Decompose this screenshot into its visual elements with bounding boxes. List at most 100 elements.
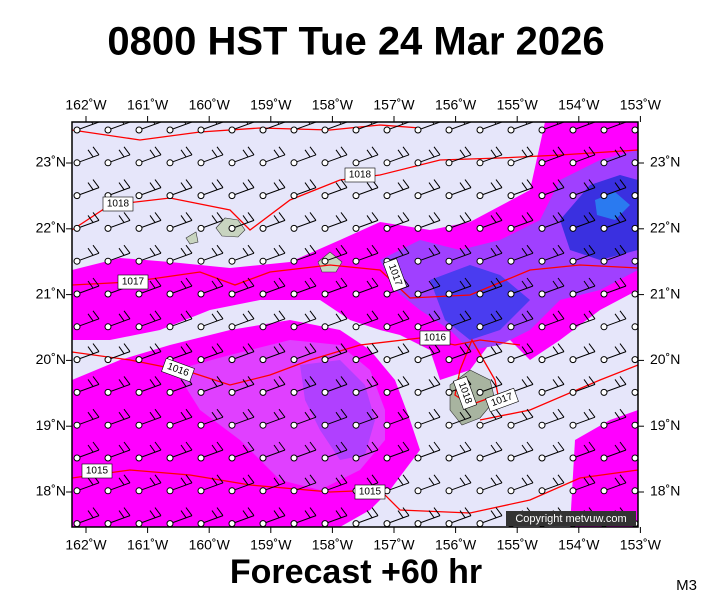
wind-barb	[476, 376, 503, 396]
barb-staff	[324, 408, 348, 426]
wind-barb	[166, 179, 193, 200]
wind-barb	[414, 277, 441, 298]
barb-station	[507, 290, 515, 298]
barb-station	[445, 520, 453, 527]
wind-barb	[104, 244, 131, 265]
isobar-label: 1017	[485, 387, 519, 413]
wind-barb	[166, 507, 193, 527]
barb-staff	[510, 277, 534, 295]
wind-barb	[321, 212, 348, 232]
isobar-label-text: 1018	[349, 170, 372, 181]
wind-barb	[445, 343, 472, 364]
wind-barb	[104, 310, 131, 331]
barb-station	[538, 487, 546, 495]
lon-label: 156˚W	[435, 537, 477, 553]
lat-label: 23˚N	[650, 154, 680, 170]
barb-staff	[262, 122, 286, 131]
isobar-label-text: 1016	[424, 333, 447, 344]
barb-station	[538, 224, 546, 232]
barb-staff	[231, 179, 255, 197]
wind-barb	[383, 441, 410, 462]
barb-station	[476, 126, 484, 134]
isobar-label: 1015	[354, 484, 386, 500]
wind-barb	[600, 343, 627, 364]
barb-staff	[76, 376, 100, 393]
barb-staff	[107, 441, 131, 459]
barb-station	[445, 421, 453, 429]
barb-station	[104, 257, 112, 265]
barb-station	[73, 126, 81, 134]
barb-staff	[107, 310, 131, 328]
wind-barb	[321, 244, 348, 265]
wind-barb	[104, 212, 131, 232]
barb-station	[135, 159, 143, 167]
wind-barb	[600, 441, 627, 462]
barb-staff	[479, 122, 503, 131]
barb-staff	[541, 343, 565, 361]
barb-staff	[355, 376, 379, 393]
wind-barb	[383, 376, 410, 396]
barb-station	[197, 388, 205, 396]
wind-barb	[197, 122, 224, 134]
barb-staff	[231, 441, 255, 459]
wind-barb	[228, 244, 255, 265]
barb-station	[166, 454, 174, 462]
barb-station	[445, 388, 453, 396]
barb-staff	[293, 507, 317, 525]
wind-barb	[507, 441, 534, 462]
wind-barb	[104, 474, 131, 495]
barb-station	[73, 487, 81, 495]
barb-staff	[417, 408, 441, 426]
barb-station	[507, 454, 515, 462]
barb-staff	[169, 474, 193, 492]
barb-staff	[355, 310, 379, 328]
wind-barb	[538, 310, 565, 331]
barb-staff	[541, 310, 565, 328]
wind-barb	[135, 179, 162, 200]
barb-station	[352, 290, 360, 298]
barb-station	[197, 159, 205, 167]
wind-barb	[600, 212, 627, 232]
wind-barb	[197, 408, 224, 429]
barb-station	[73, 257, 81, 265]
wind-barb	[414, 179, 441, 200]
wind-barb	[135, 474, 162, 495]
barb-staff	[541, 122, 565, 131]
barb-staff	[169, 310, 193, 328]
barb-staff	[541, 376, 565, 393]
isobar-label-text: 1015	[86, 466, 109, 477]
wind-barb	[321, 376, 348, 396]
map-frame	[71, 121, 639, 528]
isobar-label-box	[419, 330, 451, 346]
barb-staff	[324, 122, 348, 131]
barb-staff	[324, 244, 348, 262]
barb-staff	[231, 343, 255, 361]
isobar-label-box	[161, 357, 195, 383]
barb-staff	[355, 212, 379, 229]
barb-station	[569, 159, 577, 167]
wind-barb	[631, 388, 638, 396]
wind-barb	[321, 343, 348, 364]
isobar-label: 1016	[419, 330, 451, 346]
barb-station	[135, 192, 143, 200]
barb-station	[631, 159, 638, 167]
wind-barb	[259, 408, 286, 429]
wind-barb	[414, 122, 441, 134]
barb-staff	[293, 474, 317, 492]
wind-barb	[73, 507, 100, 527]
barb-station	[414, 356, 422, 364]
wind-barb	[73, 408, 100, 429]
barb-station	[600, 421, 608, 429]
barb-station	[600, 192, 608, 200]
barb-staff	[324, 474, 348, 492]
barb-station	[631, 487, 638, 495]
barb-station	[166, 159, 174, 167]
barb-station	[383, 356, 391, 364]
barb-staff	[169, 179, 193, 197]
barb-staff	[293, 122, 317, 131]
barb-staff	[107, 122, 131, 131]
lat-label: 22˚N	[36, 220, 66, 236]
barb-staff	[603, 408, 627, 426]
wind-barb	[197, 474, 224, 495]
barb-station	[352, 126, 360, 134]
